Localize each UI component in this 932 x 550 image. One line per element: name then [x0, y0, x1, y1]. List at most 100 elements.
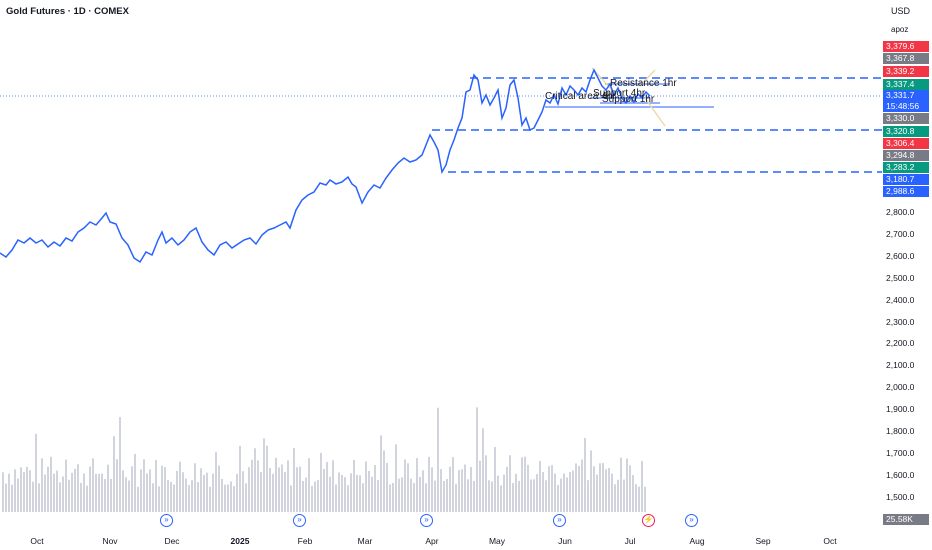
volume-bar: [617, 479, 619, 512]
volume-bar: [194, 463, 196, 512]
volume-bar: [581, 459, 583, 512]
axis-tick: 2,600.0: [886, 250, 915, 261]
volume-bar: [521, 457, 523, 512]
event-icon[interactable]: »: [420, 514, 433, 527]
volume-bar: [350, 473, 352, 512]
volume-bar: [206, 472, 208, 512]
volume-bar: [164, 467, 166, 512]
volume-bar: [236, 473, 238, 512]
volume-bar: [251, 459, 253, 512]
volume-bar: [395, 444, 397, 512]
volume-bar: [506, 466, 508, 512]
event-icon[interactable]: »: [685, 514, 698, 527]
volume-bar: [101, 473, 103, 512]
volume-bar: [353, 459, 355, 512]
volume-bar: [71, 472, 73, 512]
axis-tick: 1,500.0: [886, 491, 915, 502]
volume-bar: [248, 467, 250, 512]
volume-bar: [437, 407, 439, 512]
volume-bar: [491, 481, 493, 512]
volume-bar: [14, 469, 16, 512]
volume-bar: [35, 433, 37, 512]
price-label: 3,306.4: [883, 138, 929, 149]
volume-bar: [161, 465, 163, 512]
volume-bar: [197, 482, 199, 512]
volume-bar: [365, 461, 367, 512]
volume-bar: [368, 470, 370, 512]
volume-bar: [371, 476, 373, 512]
volume-bar: [470, 467, 472, 512]
volume-bar: [434, 480, 436, 512]
volume-bar: [455, 483, 457, 512]
volume-bar: [11, 484, 13, 512]
volume-bar: [497, 475, 499, 512]
volume-bar: [2, 472, 4, 512]
volume-bar: [278, 467, 280, 512]
volume-bar: [398, 478, 400, 512]
volume-bar: [221, 478, 223, 512]
volume-bar: [281, 464, 283, 512]
event-icon[interactable]: »: [293, 514, 306, 527]
volume-bar: [584, 438, 586, 512]
price-label: 3,367.8: [883, 53, 929, 64]
price-chart[interactable]: Resistance 1hr Support 4hr Critical area…: [0, 0, 882, 550]
volume-bar: [113, 436, 115, 512]
volume-bar: [404, 459, 406, 512]
volume-bar: [242, 471, 244, 512]
lightning-event-icon[interactable]: ⚡: [642, 514, 655, 527]
volume-bar: [452, 457, 454, 512]
volume-bar: [374, 465, 376, 512]
price-label: 3,320.8: [883, 126, 929, 137]
volume-bar: [641, 460, 643, 512]
volume-bar: [149, 469, 151, 512]
volume-bar: [284, 471, 286, 512]
volume-bar: [563, 473, 565, 512]
volume-bar: [533, 479, 535, 512]
volume-bars: [2, 407, 646, 512]
volume-bar: [638, 486, 640, 512]
volume-bar: [203, 474, 205, 512]
volume-bar: [80, 482, 82, 512]
volume-bar: [632, 475, 634, 512]
volume-bar: [332, 460, 334, 512]
volume-bar: [92, 458, 94, 512]
volume-bar: [551, 465, 553, 512]
event-icon[interactable]: »: [553, 514, 566, 527]
volume-bar: [344, 477, 346, 512]
volume-bar: [59, 482, 61, 512]
volume-bar: [173, 484, 175, 512]
volume-bar: [155, 460, 157, 512]
annotation-support-4hr: Support 4hr: [593, 88, 646, 99]
volume-bar: [605, 469, 607, 512]
volume-bar: [188, 485, 190, 512]
volume-bar: [122, 470, 124, 512]
volume-bar: [392, 482, 394, 512]
currency-label[interactable]: USD: [891, 6, 911, 16]
volume-bar: [263, 438, 265, 512]
volume-bar: [77, 464, 79, 512]
time-axis-label: Aug: [689, 536, 705, 546]
volume-bar: [26, 466, 28, 512]
projection-arrow-down: [644, 97, 666, 127]
volume-bar: [347, 485, 349, 512]
volume-bar: [539, 461, 541, 512]
event-icon[interactable]: »: [160, 514, 173, 527]
volume-bar: [578, 465, 580, 512]
axis-tick: 2,400.0: [886, 294, 915, 305]
axis-tick: 2,800.0: [886, 207, 915, 217]
volume-bar: [626, 458, 628, 512]
volume-bar: [611, 473, 613, 512]
axis-tick: 1,800.0: [886, 426, 915, 436]
volume-bar: [29, 470, 31, 512]
volume-bar: [44, 474, 46, 512]
volume-bar: [458, 470, 460, 512]
volume-bar: [572, 470, 574, 512]
volume-bar: [377, 480, 379, 512]
volume-bar: [644, 486, 646, 512]
volume-bar: [479, 460, 481, 512]
volume-bar: [65, 459, 67, 512]
volume-bar: [170, 481, 172, 512]
volume-bar: [218, 465, 220, 512]
volume-bar: [23, 472, 25, 512]
volume-bar: [503, 474, 505, 512]
